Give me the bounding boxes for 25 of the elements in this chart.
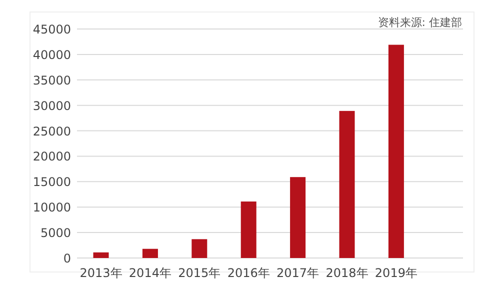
y-tick-label: 45000 <box>32 22 71 36</box>
text: 资料来源: 住建部 <box>378 16 462 29</box>
x-tick-label: 2013年 <box>80 266 122 280</box>
bar <box>240 202 256 258</box>
bar <box>388 44 404 258</box>
x-tick-label: 2018年 <box>326 266 368 280</box>
y-tick-label: 40000 <box>32 48 71 62</box>
x-tick-label: 2015年 <box>178 266 221 280</box>
y-tick-label: 15000 <box>32 175 71 190</box>
y-tick-label: 35000 <box>32 73 71 88</box>
x-tick-label: 2016年 <box>227 266 270 280</box>
x-tick-label: 2019年 <box>374 266 418 280</box>
bar <box>339 110 355 258</box>
bar <box>142 248 158 258</box>
x-tick-label: 2014年 <box>128 266 172 280</box>
y-tick-label: 5000 <box>40 226 71 240</box>
y-tick-label: 20000 <box>32 150 71 164</box>
y-tick-label: 30000 <box>32 98 71 113</box>
bar <box>290 177 306 258</box>
y-tick-label: 10000 <box>32 200 71 215</box>
y-tick-label: 0 <box>63 252 71 266</box>
y-tick-label: 25000 <box>32 124 71 138</box>
bar <box>93 252 109 258</box>
bar <box>192 239 208 258</box>
x-tick-label: 2017年 <box>276 266 320 280</box>
